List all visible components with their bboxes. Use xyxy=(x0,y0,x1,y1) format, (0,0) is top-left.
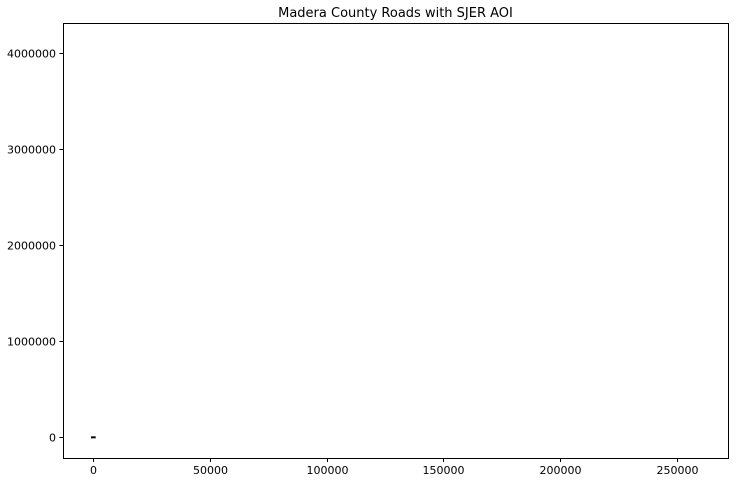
x-tick-label: 100000 xyxy=(307,464,349,477)
chart-title: Madera County Roads with SJER AOI xyxy=(278,6,513,21)
y-axis: 0 1000000 2000000 3000000 4000000 xyxy=(7,48,64,445)
y-tick-label: 4000000 xyxy=(7,48,56,61)
plot-area-frame xyxy=(63,23,729,459)
x-axis: 0 50000 100000 150000 200000 250000 xyxy=(90,458,699,477)
y-tick-label: 0 xyxy=(49,432,56,445)
y-tick-label: 3000000 xyxy=(7,144,56,157)
x-tick-label: 250000 xyxy=(657,464,699,477)
x-tick-label: 0 xyxy=(90,464,97,477)
x-tick-label: 200000 xyxy=(540,464,582,477)
y-tick-label: 1000000 xyxy=(7,336,56,349)
y-tick-label: 2000000 xyxy=(7,240,56,253)
x-tick-label: 50000 xyxy=(193,464,228,477)
x-tick-label: 150000 xyxy=(423,464,465,477)
